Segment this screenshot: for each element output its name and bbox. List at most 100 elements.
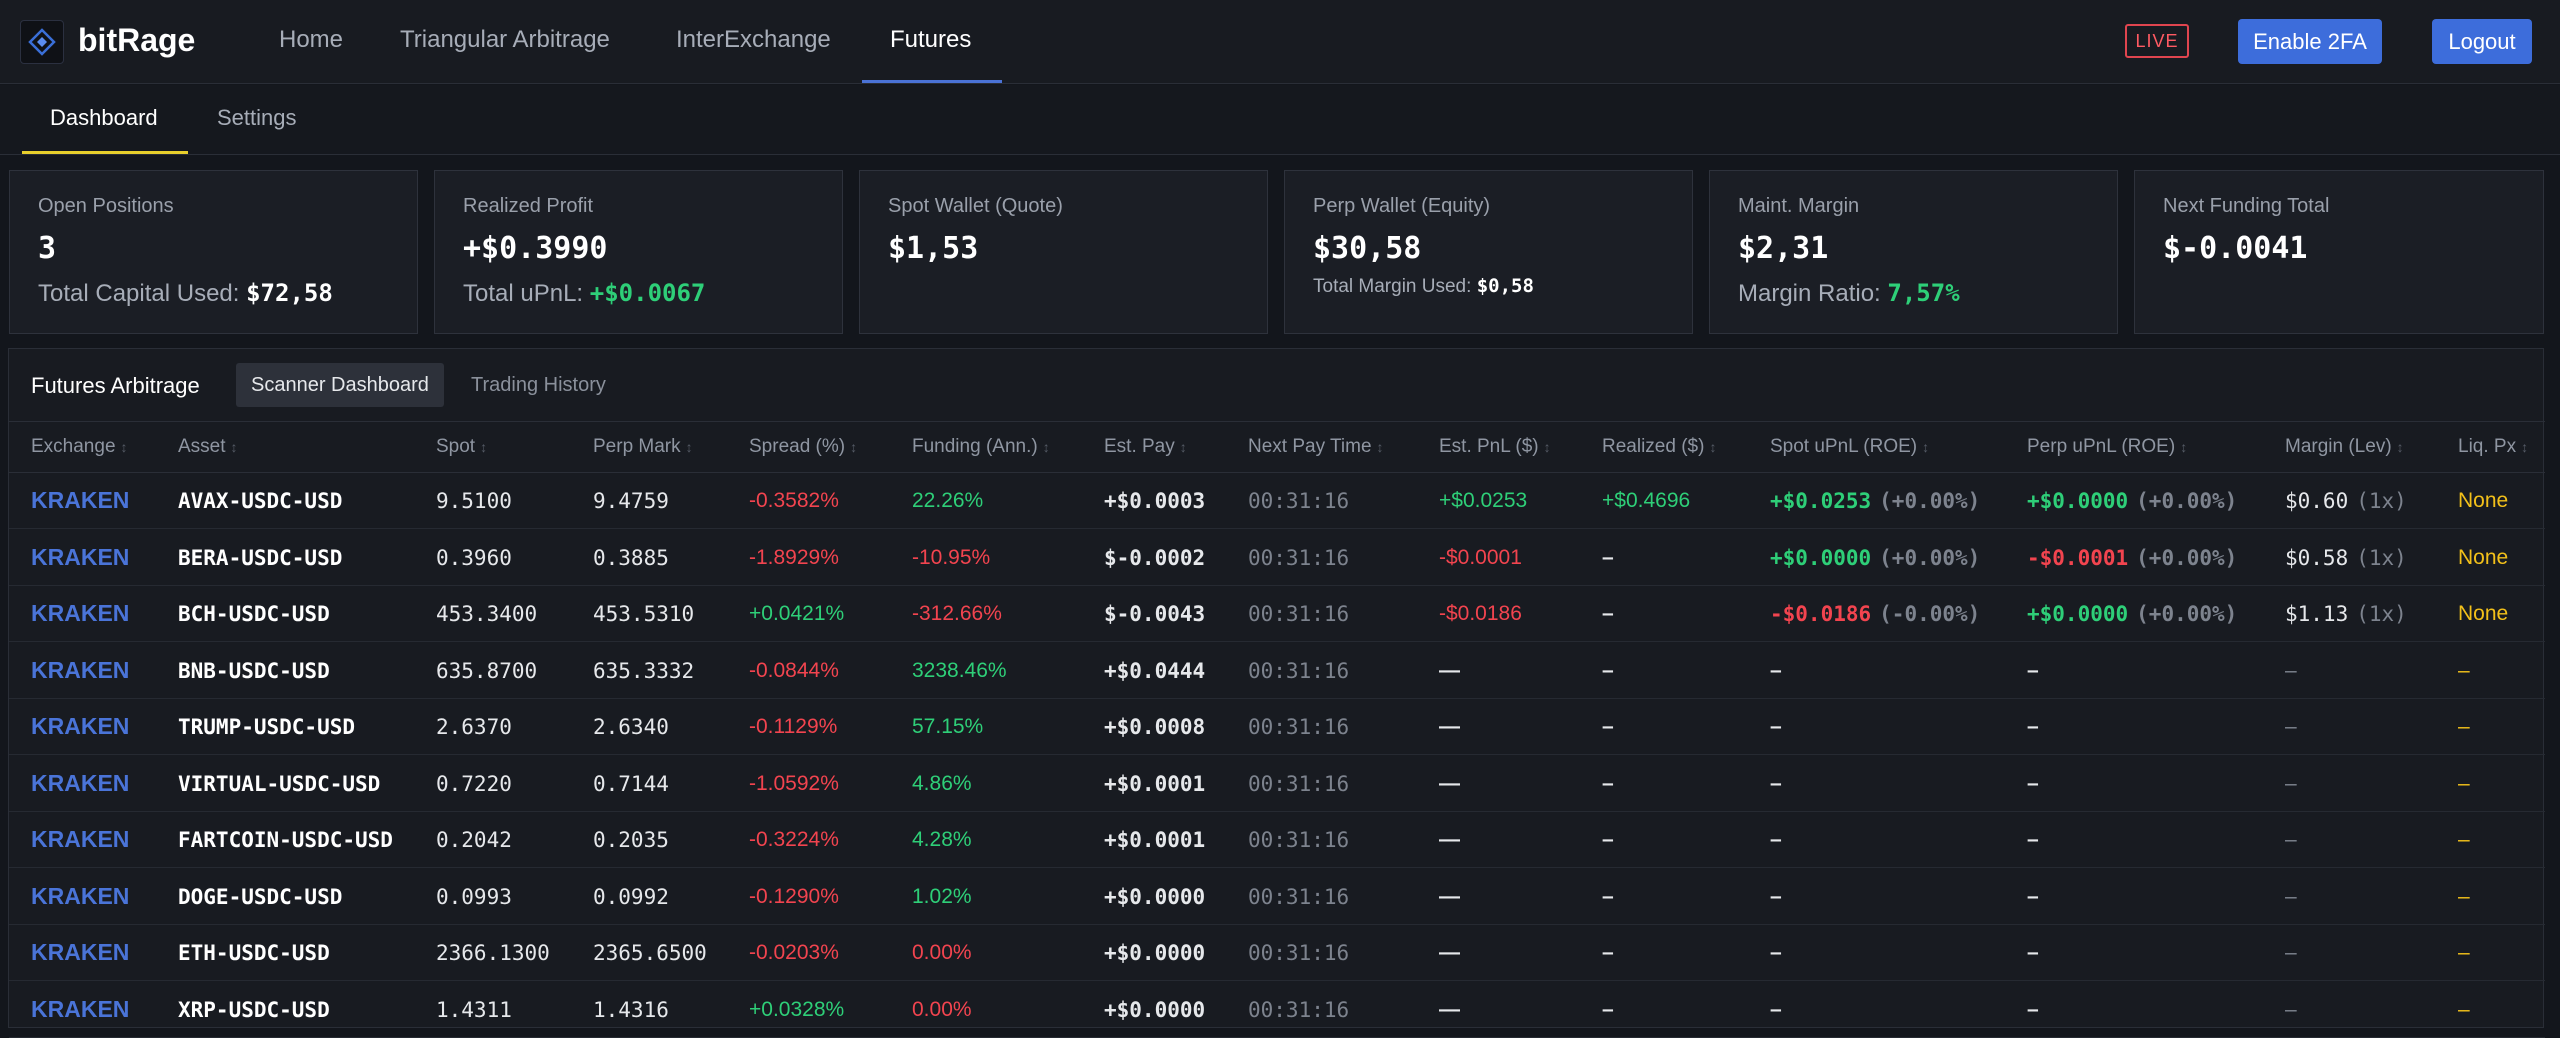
margin-cell-value: $0.58 (2285, 545, 2349, 570)
col-label: Margin (Lev) (2285, 436, 2392, 457)
exchange-link[interactable]: KRAKEN (31, 657, 129, 684)
exchange-link[interactable]: KRAKEN (31, 487, 129, 514)
spot-price-cell: 635.8700 (436, 659, 537, 683)
table-row[interactable]: KRAKEN XRP-USDC-USD 1.4311 1.4316 +0.0328% 0.… (9, 982, 2545, 1038)
table-row[interactable]: KRAKEN VIRTUAL-USDC-USD 0.7220 0.7144 -1.059… (9, 756, 2545, 812)
liq-px-cell: – (2458, 828, 2470, 852)
spread-cell-value: +0.0328% (749, 997, 845, 1021)
col-header[interactable]: Next Pay Time ↕ (1248, 436, 1384, 458)
realized-cell: – (1602, 659, 1614, 683)
col-header[interactable]: Est. Pay ↕ (1104, 436, 1187, 458)
nav-triangular-arbitrage[interactable]: Triangular Arbitrage (400, 26, 610, 53)
nav-futures[interactable]: Futures (890, 26, 972, 53)
sort-icon: ↕ (1042, 439, 1050, 455)
col-label: Next Pay Time (1248, 436, 1372, 457)
table-row[interactable]: KRAKEN TRUMP-USDC-USD 2.6370 2.6340 -0.1129%… (9, 699, 2545, 755)
liq-px-cell-value: – (2458, 715, 2470, 738)
spot-upnl-cell: – (1770, 941, 1782, 965)
col-header[interactable]: Spot ↕ (436, 436, 487, 458)
col-header[interactable]: Perp Mark ↕ (593, 436, 693, 458)
spread-cell-value: -0.1290% (749, 884, 839, 908)
roe-value: (+0.00%) (2136, 545, 2238, 570)
spread-cell: -0.3224% (749, 828, 839, 852)
exchange-link[interactable]: KRAKEN (31, 939, 129, 966)
realized-cell: +$0.4696 (1602, 489, 1690, 513)
col-header[interactable]: Liq. Px ↕ (2458, 436, 2528, 458)
spread-cell-value: -1.0592% (749, 771, 839, 795)
exchange-link[interactable]: KRAKEN (31, 544, 129, 571)
spread-cell: +0.0421% (749, 602, 844, 626)
col-header[interactable]: Exchange ↕ (31, 436, 128, 458)
exchange-link[interactable]: KRAKEN (31, 713, 129, 740)
funding-cell-value: 57.15% (912, 715, 984, 738)
col-label: Spot uPnL (ROE) (1770, 436, 1918, 457)
liq-px-cell: – (2458, 998, 2470, 1022)
sort-icon: ↕ (230, 439, 238, 455)
tab-dashboard[interactable]: Dashboard (50, 105, 158, 130)
exchange-link-value: KRAKEN (31, 882, 130, 909)
card-value: $30,58 (1313, 231, 1422, 266)
margin-cell-value: – (2285, 658, 2297, 682)
funding-cell-value: 0.00% (912, 997, 972, 1021)
table-row[interactable]: KRAKEN DOGE-USDC-USD 0.0993 0.0992 -0.1290% 1… (9, 869, 2545, 925)
logo-icon[interactable] (20, 20, 64, 64)
exchange-link[interactable]: KRAKEN (31, 600, 129, 627)
table-row[interactable]: KRAKEN BNB-USDC-USD 635.8700 635.3332 -0.084… (9, 643, 2545, 699)
next-pay-time-cell-value: 00:31:16 (1248, 489, 1350, 513)
perp-mark-cell: 2365.6500 (593, 941, 707, 965)
perp-mark-cell-value: 2.6340 (593, 715, 669, 739)
perp-mark-cell: 0.7144 (593, 772, 669, 796)
col-header[interactable]: Asset ↕ (178, 436, 238, 458)
perp-mark-cell-value: 2365.6500 (593, 941, 707, 965)
est-pnl-cell: -$0.0001 (1439, 546, 1522, 570)
funding-cell: 1.02% (912, 885, 972, 909)
spread-cell: +0.0328% (749, 998, 844, 1022)
next-pay-time-cell-value: 00:31:16 (1248, 545, 1350, 570)
card-maint-margin: Maint. Margin $2,31 Margin Ratio: 7,57% (1709, 170, 2118, 334)
logout-button[interactable]: Logout (2432, 19, 2532, 64)
margin-cell: – (2285, 998, 2297, 1022)
est-pay-cell-value: +$0.0000 (1104, 941, 1206, 965)
col-header[interactable]: Margin (Lev) ↕ (2285, 436, 2404, 458)
enable-2fa-button[interactable]: Enable 2FA (2238, 19, 2382, 64)
liq-px-cell: – (2458, 715, 2470, 739)
asset-cell-value: DOGE-USDC-USD (178, 884, 343, 909)
est-pay-cell: +$0.0003 (1104, 489, 1205, 513)
table-row[interactable]: KRAKEN BERA-USDC-USD 0.3960 0.3885 -1.8929% -… (9, 530, 2545, 586)
exchange-link[interactable]: KRAKEN (31, 826, 129, 853)
perp-upnl-cell-value: +$0.0000 (2027, 489, 2129, 513)
card-sub-label: Total Margin Used: (1313, 276, 1472, 297)
table-row[interactable]: KRAKEN BCH-USDC-USD 453.3400 453.5310 +0.042… (9, 586, 2545, 642)
table-row[interactable]: KRAKEN AVAX-USDC-USD 9.5100 9.4759 -0.3582% 2… (9, 473, 2545, 529)
nav-interexchange[interactable]: InterExchange (676, 26, 831, 53)
table-row[interactable]: KRAKEN ETH-USDC-USD 2366.1300 2365.6500 -0.0… (9, 925, 2545, 981)
col-header[interactable]: Spread (%) ↕ (749, 436, 857, 458)
spot-price-cell-value: 0.2042 (436, 828, 512, 852)
nav-home[interactable]: Home (279, 26, 344, 53)
funding-cell-value: -10.95% (912, 545, 991, 569)
realized-cell: – (1602, 828, 1614, 852)
col-header[interactable]: Spot uPnL (ROE) ↕ (1770, 436, 1929, 458)
exchange-link[interactable]: KRAKEN (31, 770, 129, 797)
col-header[interactable]: Realized ($) ↕ (1602, 436, 1716, 458)
tab-scanner-dashboard[interactable]: Scanner Dashboard (236, 363, 444, 407)
exchange-link[interactable]: KRAKEN (31, 996, 129, 1023)
liq-px-cell-value: – (2458, 658, 2470, 682)
tab-trading-history[interactable]: Trading History (471, 373, 606, 396)
realized-cell: – (1602, 546, 1614, 570)
liq-px-cell: – (2458, 659, 2470, 683)
col-label: Funding (Ann.) (912, 436, 1038, 457)
spread-cell: -0.1290% (749, 885, 839, 909)
col-header[interactable]: Funding (Ann.) ↕ (912, 436, 1050, 458)
perp-mark-cell-value: 0.2035 (593, 828, 669, 852)
roe-value: (+0.00%) (2136, 602, 2238, 626)
exchange-link[interactable]: KRAKEN (31, 883, 129, 910)
col-header[interactable]: Est. PnL ($) ↕ (1439, 436, 1551, 458)
sort-icon: ↕ (1376, 439, 1384, 455)
table-row[interactable]: KRAKEN FARTCOIN-USDC-USD 0.2042 0.2035 -0.32… (9, 812, 2545, 868)
brand-name[interactable]: bitRage (78, 22, 196, 58)
spot-upnl-cell: – (1770, 885, 1782, 909)
col-header[interactable]: Perp uPnL (ROE) ↕ (2027, 436, 2187, 458)
margin-cell: – (2285, 885, 2297, 909)
tab-settings[interactable]: Settings (217, 105, 297, 130)
